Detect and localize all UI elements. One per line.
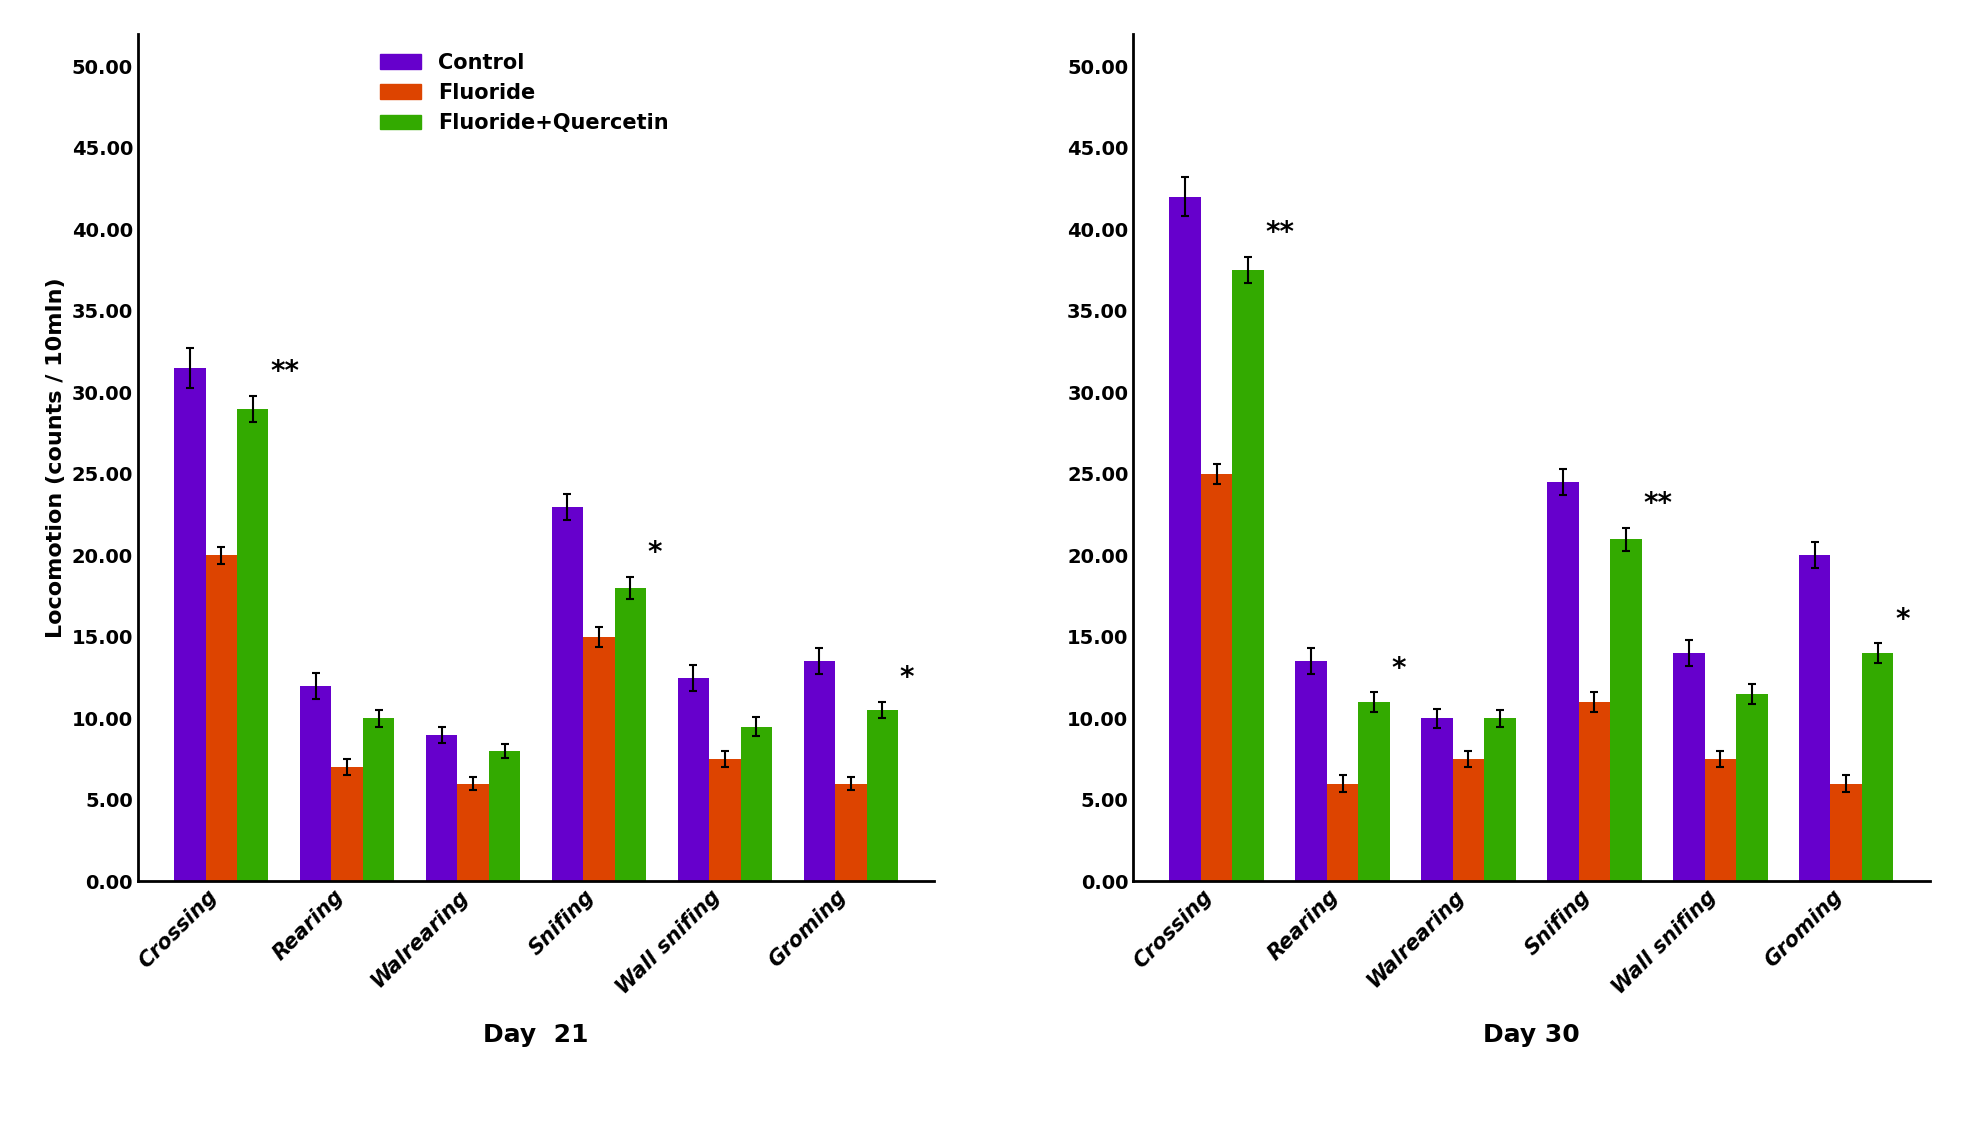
Bar: [583, 637, 614, 881]
Bar: [740, 727, 772, 881]
Text: **: **: [270, 358, 299, 386]
Text: *: *: [648, 539, 662, 567]
Y-axis label: Locomotion (counts / 10mIn): Locomotion (counts / 10mIn): [45, 277, 67, 638]
Bar: [551, 506, 583, 881]
Text: *: *: [1894, 606, 1910, 634]
Bar: [1296, 661, 1327, 881]
Bar: [835, 783, 866, 881]
Bar: [1233, 270, 1264, 881]
Bar: [236, 409, 268, 881]
Bar: [205, 556, 236, 881]
Bar: [1485, 719, 1516, 881]
X-axis label: Day 30: Day 30: [1483, 1023, 1579, 1046]
Bar: [299, 686, 331, 881]
Legend: Control, Fluoride, Fluoride+Quercetin: Control, Fluoride, Fluoride+Quercetin: [372, 44, 677, 142]
Bar: [488, 751, 520, 881]
Text: *: *: [900, 664, 914, 693]
Bar: [1737, 694, 1768, 881]
Bar: [1579, 702, 1611, 881]
Bar: [457, 783, 488, 881]
Bar: [1674, 653, 1705, 881]
Bar: [331, 767, 362, 881]
Bar: [803, 661, 835, 881]
Bar: [1611, 539, 1642, 881]
Bar: [1800, 556, 1831, 881]
Bar: [1831, 783, 1863, 881]
Text: *: *: [1392, 654, 1406, 683]
Bar: [709, 759, 740, 881]
Bar: [1359, 702, 1390, 881]
Bar: [677, 678, 709, 881]
Bar: [614, 588, 646, 881]
Bar: [1422, 719, 1453, 881]
Bar: [1705, 759, 1737, 881]
Text: **: **: [1266, 219, 1294, 247]
Bar: [1170, 197, 1201, 881]
X-axis label: Day  21: Day 21: [482, 1023, 589, 1046]
Bar: [362, 719, 394, 881]
Bar: [1548, 483, 1579, 881]
Bar: [1863, 653, 1894, 881]
Bar: [866, 711, 898, 881]
Text: **: **: [1644, 490, 1672, 518]
Bar: [173, 368, 205, 881]
Bar: [425, 734, 457, 881]
Bar: [1327, 783, 1359, 881]
Bar: [1453, 759, 1485, 881]
Bar: [1201, 473, 1233, 881]
